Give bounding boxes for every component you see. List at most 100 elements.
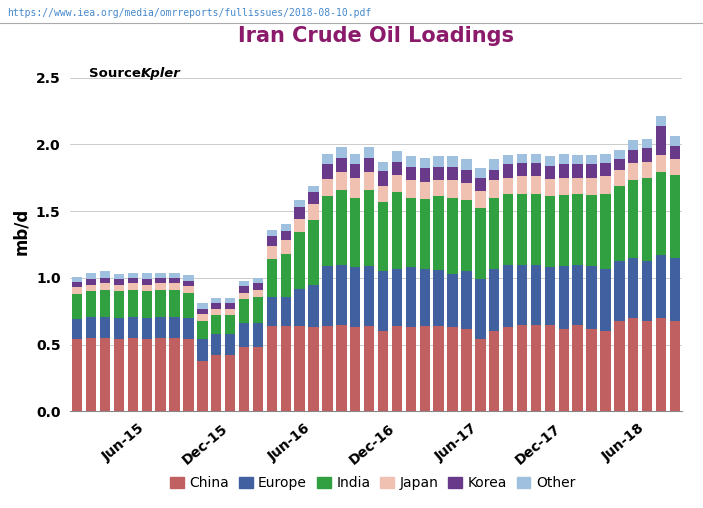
- Bar: [392, 175, 402, 193]
- Bar: [378, 186, 388, 202]
- Bar: [141, 284, 152, 291]
- Bar: [420, 269, 430, 326]
- Bar: [378, 271, 388, 331]
- Title: Iran Crude Oil Loadings: Iran Crude Oil Loadings: [238, 26, 514, 46]
- Bar: [322, 165, 333, 179]
- Bar: [225, 315, 236, 334]
- Bar: [586, 165, 597, 178]
- Bar: [642, 261, 652, 321]
- Bar: [128, 290, 138, 316]
- Bar: [141, 279, 152, 284]
- Bar: [100, 283, 110, 290]
- Y-axis label: mb/d: mb/d: [12, 207, 30, 255]
- Bar: [503, 165, 513, 178]
- Bar: [559, 165, 569, 178]
- Bar: [656, 155, 666, 172]
- Bar: [670, 175, 681, 258]
- Bar: [656, 116, 666, 125]
- Bar: [392, 193, 402, 269]
- Bar: [642, 139, 652, 148]
- Bar: [378, 162, 388, 171]
- Bar: [211, 309, 221, 315]
- Bar: [642, 321, 652, 411]
- Bar: [559, 266, 569, 329]
- Bar: [155, 290, 166, 316]
- Bar: [295, 207, 305, 219]
- Bar: [266, 326, 277, 411]
- Bar: [114, 279, 124, 284]
- Bar: [614, 170, 624, 186]
- Bar: [531, 194, 541, 265]
- Bar: [309, 204, 318, 220]
- Bar: [586, 329, 597, 411]
- Bar: [364, 157, 375, 172]
- Bar: [434, 270, 444, 326]
- Bar: [503, 194, 513, 265]
- Bar: [670, 146, 681, 159]
- Bar: [600, 331, 611, 411]
- Bar: [614, 261, 624, 321]
- Bar: [141, 291, 152, 318]
- Bar: [336, 189, 347, 265]
- Bar: [322, 326, 333, 411]
- Bar: [392, 269, 402, 326]
- Bar: [489, 331, 499, 411]
- Bar: [628, 180, 638, 258]
- Bar: [461, 201, 472, 271]
- Bar: [169, 278, 180, 283]
- Bar: [86, 284, 96, 291]
- Bar: [295, 326, 305, 411]
- Bar: [531, 153, 541, 163]
- Bar: [392, 151, 402, 162]
- Bar: [183, 339, 193, 411]
- Bar: [447, 180, 458, 198]
- Bar: [461, 329, 472, 411]
- Bar: [336, 147, 347, 157]
- Bar: [600, 194, 611, 269]
- Bar: [322, 153, 333, 165]
- Bar: [141, 273, 152, 279]
- Bar: [586, 195, 597, 266]
- Bar: [350, 178, 361, 198]
- Bar: [572, 265, 583, 325]
- Bar: [114, 318, 124, 339]
- Bar: [447, 198, 458, 274]
- Bar: [531, 265, 541, 325]
- Bar: [406, 267, 416, 327]
- Bar: [628, 150, 638, 163]
- Bar: [169, 338, 180, 411]
- Bar: [572, 165, 583, 178]
- Bar: [225, 334, 236, 356]
- Bar: [364, 147, 375, 157]
- Bar: [155, 283, 166, 290]
- Bar: [128, 273, 138, 278]
- Bar: [183, 286, 193, 293]
- Bar: [86, 291, 96, 316]
- Bar: [461, 170, 472, 183]
- Bar: [197, 314, 207, 321]
- Bar: [517, 163, 527, 176]
- Bar: [128, 316, 138, 338]
- Bar: [350, 165, 361, 178]
- Bar: [100, 278, 110, 283]
- Bar: [600, 163, 611, 176]
- Bar: [266, 259, 277, 297]
- Bar: [114, 339, 124, 411]
- Bar: [211, 298, 221, 303]
- Text: Source:: Source:: [89, 67, 150, 80]
- Bar: [86, 338, 96, 411]
- Bar: [614, 186, 624, 261]
- Bar: [628, 140, 638, 150]
- Bar: [280, 231, 291, 240]
- Bar: [336, 265, 347, 325]
- Bar: [600, 153, 611, 163]
- Bar: [197, 303, 207, 309]
- Bar: [155, 316, 166, 338]
- Bar: [322, 197, 333, 266]
- Bar: [266, 230, 277, 237]
- Bar: [100, 316, 110, 338]
- Bar: [309, 193, 318, 204]
- Bar: [239, 293, 250, 299]
- Bar: [475, 279, 486, 339]
- Bar: [295, 289, 305, 326]
